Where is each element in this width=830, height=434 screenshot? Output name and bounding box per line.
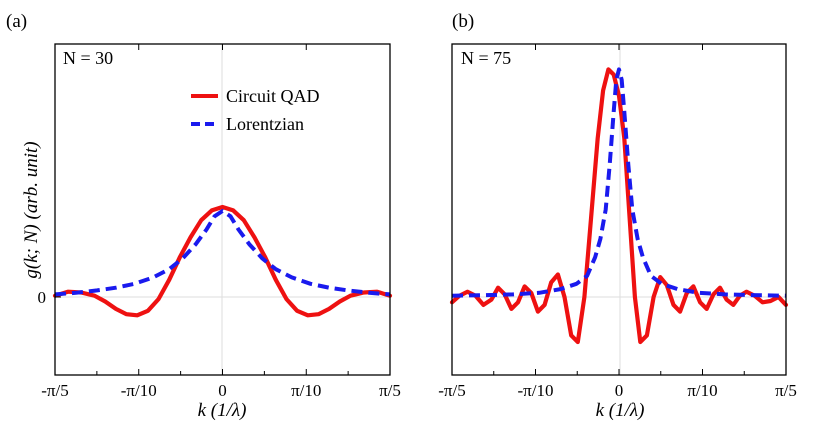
legend: Circuit QAD Lorentzian bbox=[191, 86, 320, 134]
panel-b-n-annotation: N = 75 bbox=[461, 48, 511, 68]
panel-a-x-ticks: -π/5 -π/10 0 π/10 π/5 bbox=[41, 44, 401, 400]
panel-a: (a) -π/5 -π/10 0 π/10 π/5 0 N = 30 k (1/λ) g… bbox=[6, 11, 401, 421]
panel-a-series bbox=[52, 204, 393, 318]
panel-a-series-lorentzian-line bbox=[54, 209, 391, 297]
legend-lorentzian-label: Lorentzian bbox=[226, 114, 304, 134]
panel-b-series bbox=[449, 67, 789, 345]
panel-a-y-ticks: 0 bbox=[38, 288, 61, 307]
panel-b-x-tick-label: 0 bbox=[615, 381, 624, 400]
panel-b-series-lorentzian-line bbox=[451, 67, 787, 298]
panel-b-x-ticks: -π/5 -π/10 0 π/10 π/5 bbox=[438, 44, 797, 400]
panel-a-y-axis-label: g(k; N) (arb. unit) bbox=[21, 141, 42, 278]
panel-a-x-tick-label: 0 bbox=[218, 381, 227, 400]
panel-b-x-axis-label: k (1/λ) bbox=[596, 400, 645, 421]
legend-circuit-label: Circuit QAD bbox=[226, 86, 320, 106]
panel-b-x-tick-label: π/10 bbox=[687, 381, 717, 400]
panel-a-x-tick-label: π/10 bbox=[291, 381, 321, 400]
panel-b-label: (b) bbox=[452, 11, 474, 32]
panel-a-label: (a) bbox=[6, 11, 27, 32]
panel-a-x-tick-label: -π/5 bbox=[41, 381, 68, 400]
panel-a-y-tick-label: 0 bbox=[38, 288, 47, 307]
panel-b-x-tick-label: π/5 bbox=[775, 381, 797, 400]
panel-b-x-tick-label: -π/10 bbox=[518, 381, 554, 400]
panel-b-x-tick-label: -π/5 bbox=[438, 381, 465, 400]
panel-a-x-tick-label: π/5 bbox=[379, 381, 401, 400]
panel-a-x-axis-label: k (1/λ) bbox=[198, 400, 247, 421]
panel-b-series-circuit-qad-line bbox=[449, 67, 789, 345]
panel-a-x-tick-label: -π/10 bbox=[121, 381, 157, 400]
panel-b: (b) -π/5 -π/10 0 π/10 π/5 N = 75 k (1/λ) bbox=[438, 11, 797, 421]
panel-a-series-circuit-qad-line bbox=[52, 204, 393, 318]
panel-a-n-annotation: N = 30 bbox=[63, 48, 113, 68]
